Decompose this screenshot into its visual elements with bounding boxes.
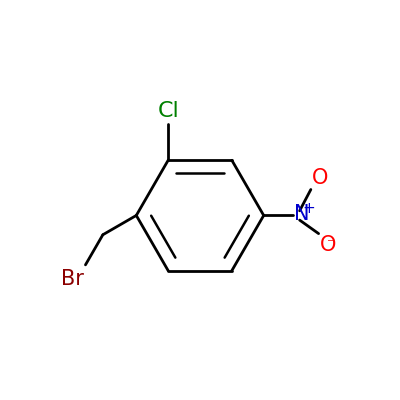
Text: Cl: Cl (157, 100, 179, 120)
Text: +: + (302, 201, 315, 216)
Text: Br: Br (61, 269, 84, 289)
Text: N: N (294, 204, 310, 224)
Text: ⁻: ⁻ (327, 236, 335, 251)
Text: O: O (312, 168, 328, 188)
Text: O: O (320, 235, 336, 255)
